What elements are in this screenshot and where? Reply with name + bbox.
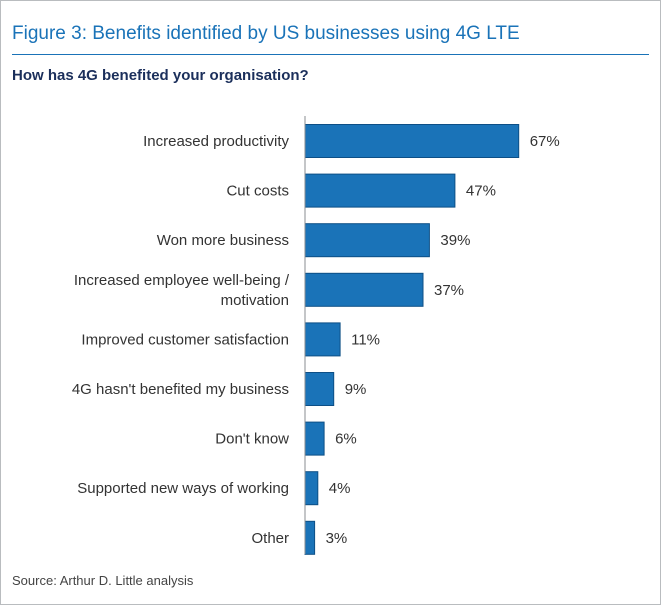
data-label: 6%	[335, 431, 357, 448]
category-label: Other	[251, 530, 289, 547]
bar	[304, 372, 335, 406]
category-label-line: Won more business	[157, 232, 289, 249]
data-label: 39%	[440, 232, 470, 249]
category-label: Increased productivity	[143, 133, 289, 150]
chart-question: How has 4G benefited your organisation?	[12, 67, 309, 84]
bar	[304, 322, 341, 357]
data-label: 4%	[329, 480, 351, 497]
data-label: 47%	[466, 183, 496, 200]
category-label: Improved customer satisfaction	[81, 331, 289, 348]
bar	[304, 520, 316, 555]
category-label: Supported new ways of working	[77, 480, 289, 497]
category-label: Cut costs	[226, 183, 289, 200]
category-label-line: Other	[251, 530, 289, 547]
category-label-line: Increased employee well-being /	[74, 272, 290, 289]
figure-title: Figure 3: Benefits identified by US busi…	[12, 23, 520, 44]
category-label-line: Increased productivity	[143, 133, 289, 150]
category-label-line: motivation	[221, 292, 289, 309]
bar	[304, 124, 520, 158]
data-label: 37%	[434, 282, 464, 299]
category-label: Won more business	[157, 232, 289, 249]
bar	[304, 421, 325, 456]
category-label: Increased employee well-being / motivatio…	[74, 272, 290, 309]
source-note: Source: Arthur D. Little analysis	[12, 573, 194, 588]
title-divider	[12, 54, 649, 55]
category-label-line: Improved customer satisfaction	[81, 331, 289, 348]
category-label-line: Cut costs	[226, 183, 289, 200]
bar	[304, 173, 456, 208]
bar	[304, 471, 319, 506]
data-label: 9%	[345, 381, 367, 398]
category-label-line: 4G hasn't benefited my business	[72, 381, 289, 398]
category-label: 4G hasn't benefited my business	[72, 381, 289, 398]
category-label-line: Supported new ways of working	[77, 480, 289, 497]
bar	[304, 223, 430, 258]
data-label: 67%	[530, 133, 560, 150]
category-label: Don't know	[215, 431, 289, 448]
data-label: 11%	[351, 331, 380, 348]
bar	[304, 272, 424, 307]
data-label: 3%	[326, 530, 348, 547]
category-label-line: Don't know	[215, 431, 289, 448]
